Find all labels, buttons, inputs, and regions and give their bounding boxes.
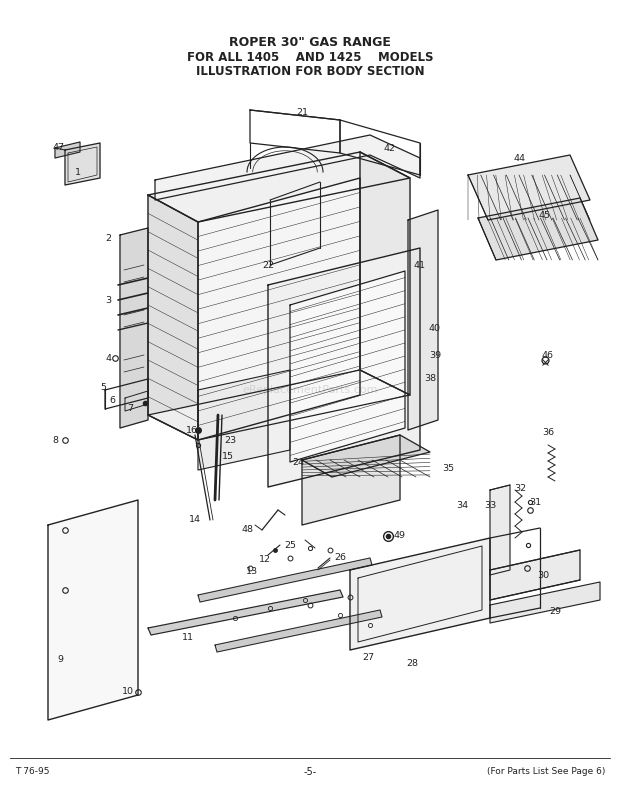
Polygon shape bbox=[478, 198, 598, 260]
Polygon shape bbox=[198, 558, 372, 602]
Polygon shape bbox=[148, 152, 410, 222]
Text: 24: 24 bbox=[292, 457, 304, 467]
Text: 13: 13 bbox=[246, 567, 258, 577]
Text: 33: 33 bbox=[484, 501, 496, 510]
Text: 3: 3 bbox=[105, 295, 111, 304]
Text: 25: 25 bbox=[284, 540, 296, 550]
Polygon shape bbox=[290, 271, 405, 462]
Text: 9: 9 bbox=[57, 656, 63, 664]
Polygon shape bbox=[215, 610, 382, 652]
Text: 42: 42 bbox=[384, 144, 396, 152]
Text: 11: 11 bbox=[182, 633, 194, 641]
Text: 8: 8 bbox=[52, 435, 58, 445]
Polygon shape bbox=[48, 500, 138, 720]
Polygon shape bbox=[490, 582, 600, 623]
Polygon shape bbox=[490, 485, 510, 575]
Text: 36: 36 bbox=[542, 427, 554, 437]
Text: 35: 35 bbox=[442, 464, 454, 472]
Text: 34: 34 bbox=[456, 501, 468, 510]
Text: 47: 47 bbox=[52, 142, 64, 152]
Text: 7: 7 bbox=[127, 404, 133, 412]
Text: ILLUSTRATION FOR BODY SECTION: ILLUSTRATION FOR BODY SECTION bbox=[196, 65, 424, 77]
Polygon shape bbox=[302, 435, 430, 477]
Text: -5-: -5- bbox=[303, 767, 317, 777]
Text: 5: 5 bbox=[100, 382, 106, 392]
Polygon shape bbox=[360, 152, 410, 395]
Text: 49: 49 bbox=[394, 531, 406, 540]
Text: 32: 32 bbox=[514, 483, 526, 492]
Text: 22: 22 bbox=[262, 261, 274, 269]
Text: 40: 40 bbox=[429, 323, 441, 333]
Polygon shape bbox=[148, 195, 198, 440]
Polygon shape bbox=[302, 435, 400, 525]
Polygon shape bbox=[408, 210, 438, 430]
Text: 31: 31 bbox=[529, 498, 541, 506]
Polygon shape bbox=[55, 142, 80, 158]
Text: 29: 29 bbox=[549, 608, 561, 616]
Text: 12: 12 bbox=[259, 555, 271, 565]
Polygon shape bbox=[198, 370, 290, 470]
Text: eReplacementParts.com: eReplacementParts.com bbox=[242, 385, 378, 395]
Text: 21: 21 bbox=[296, 107, 308, 116]
Text: 48: 48 bbox=[242, 525, 254, 535]
Text: 38: 38 bbox=[424, 374, 436, 382]
Text: 46: 46 bbox=[542, 351, 554, 359]
Text: FOR ALL 1405    AND 1425    MODELS: FOR ALL 1405 AND 1425 MODELS bbox=[187, 51, 433, 63]
Text: 28: 28 bbox=[406, 659, 418, 668]
Polygon shape bbox=[148, 590, 343, 635]
Polygon shape bbox=[198, 178, 360, 440]
Text: 10: 10 bbox=[122, 687, 134, 697]
Text: 2: 2 bbox=[105, 234, 111, 243]
Polygon shape bbox=[148, 370, 410, 440]
Text: 23: 23 bbox=[224, 435, 236, 445]
Polygon shape bbox=[350, 538, 490, 650]
Text: 4: 4 bbox=[105, 353, 111, 363]
Text: 41: 41 bbox=[414, 261, 426, 269]
Text: 14: 14 bbox=[189, 516, 201, 525]
Text: 1: 1 bbox=[75, 167, 81, 176]
Text: 45: 45 bbox=[539, 210, 551, 220]
Text: 39: 39 bbox=[429, 351, 441, 359]
Text: (For Parts List See Page 6): (For Parts List See Page 6) bbox=[487, 768, 605, 777]
Text: 27: 27 bbox=[362, 653, 374, 663]
Polygon shape bbox=[268, 248, 420, 487]
Polygon shape bbox=[490, 550, 580, 600]
Polygon shape bbox=[155, 135, 420, 200]
Text: 15: 15 bbox=[222, 452, 234, 461]
Text: 26: 26 bbox=[334, 554, 346, 562]
Text: 16: 16 bbox=[186, 426, 198, 434]
Polygon shape bbox=[468, 155, 590, 220]
Polygon shape bbox=[65, 143, 100, 185]
Text: 44: 44 bbox=[514, 153, 526, 163]
Polygon shape bbox=[120, 228, 148, 428]
Text: 30: 30 bbox=[537, 570, 549, 580]
Text: 6: 6 bbox=[109, 396, 115, 404]
Text: T 76-95: T 76-95 bbox=[15, 768, 50, 777]
Text: ROPER 30" GAS RANGE: ROPER 30" GAS RANGE bbox=[229, 36, 391, 48]
